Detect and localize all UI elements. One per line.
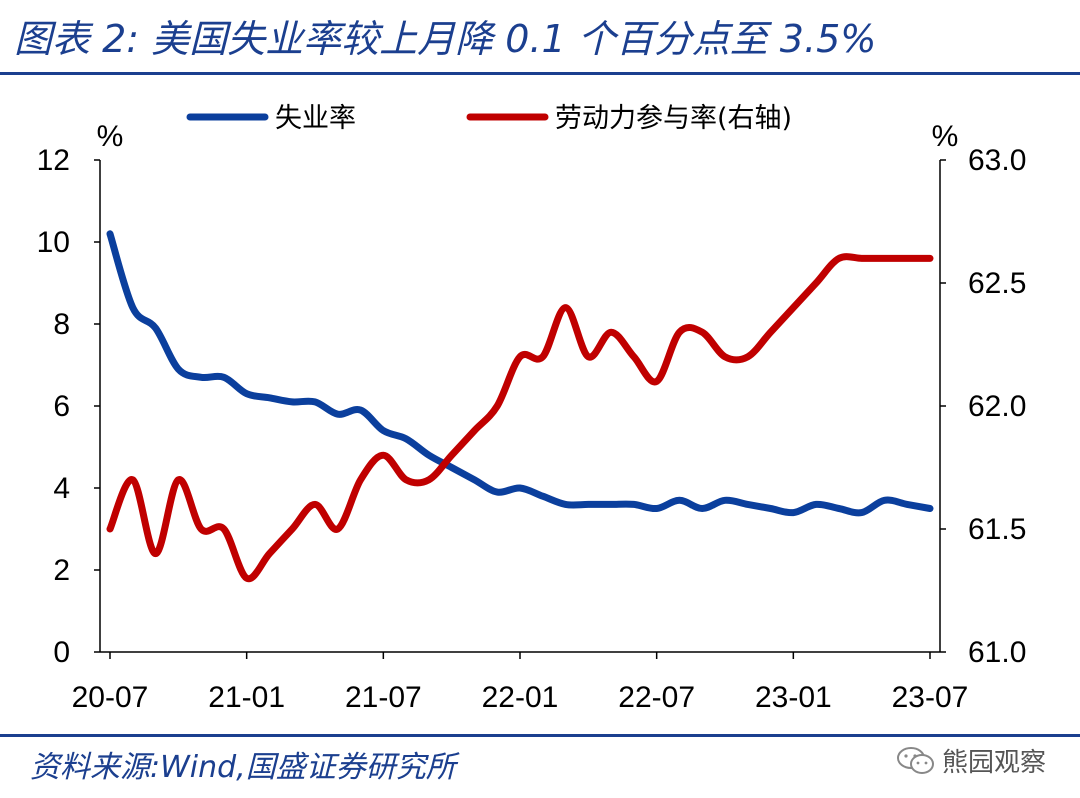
chart-series bbox=[106, 230, 934, 583]
left-tick-label: 6 bbox=[53, 390, 70, 423]
left-tick-label: 4 bbox=[53, 472, 70, 505]
footer-divider bbox=[0, 734, 1080, 737]
unemployment-rate-line bbox=[106, 230, 934, 517]
left-axis-unit: % bbox=[97, 120, 124, 153]
watermark: 熊园观察 bbox=[896, 742, 1046, 779]
watermark-label: 熊园观察 bbox=[942, 748, 1047, 778]
wechat-icon bbox=[897, 746, 934, 774]
chart-axes: 0 2 4 6 8 10 12 61.0 61.5 62.0 62.5 63.0% % 20-07 21-0… bbox=[37, 120, 1027, 714]
x-tick-label: 20-07 bbox=[72, 681, 149, 714]
chart-legend: 失业率 劳动力参与率(右轴) bbox=[186, 103, 792, 134]
left-tick-label: 2 bbox=[53, 554, 70, 587]
right-axis-unit: % bbox=[932, 120, 959, 153]
right-tick-label: 62.0 bbox=[968, 390, 1026, 423]
x-tick-label: 22-07 bbox=[618, 681, 695, 714]
left-tick-label: 8 bbox=[53, 308, 70, 341]
header-divider bbox=[0, 72, 1080, 75]
x-tick-label: 23-01 bbox=[755, 681, 832, 714]
x-tick-label: 21-07 bbox=[345, 681, 422, 714]
legend-label: 劳动力参与率(右轴) bbox=[555, 103, 792, 134]
right-tick-label: 61.5 bbox=[968, 513, 1026, 546]
left-tick-label: 0 bbox=[53, 636, 70, 669]
left-tick-label: 10 bbox=[37, 226, 70, 259]
right-tick-label: 63.0 bbox=[968, 144, 1026, 177]
line-chart: 失业率 劳动力参与率(右轴) 0 2 4 6 8 10 12 61.0 61.5 62.0 62.5 6… bbox=[37, 103, 1027, 714]
source-note: 资料来源:Wind,国盛证券研究所 bbox=[30, 750, 456, 785]
right-tick-label: 61.0 bbox=[968, 636, 1026, 669]
x-tick-label: 23-07 bbox=[892, 681, 969, 714]
participation-rate-line bbox=[106, 253, 934, 583]
right-tick-label: 62.5 bbox=[968, 267, 1026, 300]
x-tick-label: 21-01 bbox=[208, 681, 285, 714]
x-tick-label: 22-01 bbox=[482, 681, 559, 714]
left-tick-label: 12 bbox=[37, 144, 70, 177]
legend-label: 失业率 bbox=[275, 103, 356, 134]
chart-title: 图表 2: 美国失业率较上月降 0.1 个百分点至 3.5% bbox=[14, 17, 877, 61]
